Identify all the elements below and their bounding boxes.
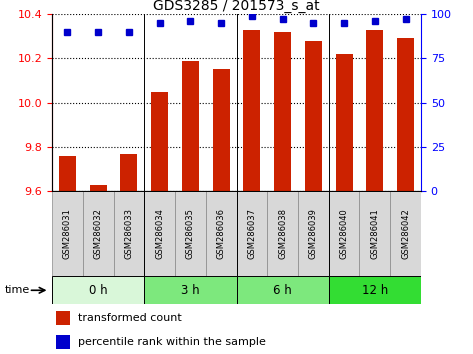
Bar xyxy=(175,191,206,276)
Text: time: time xyxy=(5,285,30,295)
Bar xyxy=(397,39,414,191)
Bar xyxy=(359,191,390,276)
Bar xyxy=(244,30,260,191)
Bar xyxy=(114,191,144,276)
Text: GSM286040: GSM286040 xyxy=(340,208,349,259)
Bar xyxy=(236,191,267,276)
Text: GSM286035: GSM286035 xyxy=(186,208,195,259)
Text: 6 h: 6 h xyxy=(273,284,292,297)
Bar xyxy=(52,191,83,276)
Text: 3 h: 3 h xyxy=(181,284,200,297)
Bar xyxy=(213,69,229,191)
Bar xyxy=(336,54,352,191)
Bar xyxy=(90,184,106,191)
Text: GSM286038: GSM286038 xyxy=(278,208,287,259)
Bar xyxy=(329,276,421,304)
Bar xyxy=(390,191,421,276)
Bar xyxy=(56,335,70,349)
Text: GSM286034: GSM286034 xyxy=(155,208,164,259)
Bar xyxy=(236,276,329,304)
Bar xyxy=(52,276,144,304)
Bar xyxy=(329,191,359,276)
Text: GSM286032: GSM286032 xyxy=(94,208,103,259)
Text: GSM286037: GSM286037 xyxy=(247,208,256,259)
Text: GSM286033: GSM286033 xyxy=(124,208,133,259)
Text: 12 h: 12 h xyxy=(362,284,388,297)
Text: transformed count: transformed count xyxy=(78,313,182,323)
Bar xyxy=(206,191,236,276)
Bar xyxy=(59,156,76,191)
Bar xyxy=(274,32,291,191)
Bar xyxy=(182,61,199,191)
Bar xyxy=(151,92,168,191)
Bar xyxy=(121,154,137,191)
Title: GDS3285 / 201573_s_at: GDS3285 / 201573_s_at xyxy=(153,0,320,13)
Bar xyxy=(83,191,114,276)
Bar xyxy=(144,191,175,276)
Bar xyxy=(56,312,70,325)
Text: GSM286042: GSM286042 xyxy=(401,208,410,259)
Text: GSM286031: GSM286031 xyxy=(63,208,72,259)
Text: 0 h: 0 h xyxy=(89,284,107,297)
Bar xyxy=(267,191,298,276)
Bar xyxy=(305,41,322,191)
Bar xyxy=(298,191,329,276)
Text: GSM286039: GSM286039 xyxy=(309,208,318,259)
Bar xyxy=(367,30,383,191)
Text: GSM286036: GSM286036 xyxy=(217,208,226,259)
Text: GSM286041: GSM286041 xyxy=(370,208,379,259)
Text: percentile rank within the sample: percentile rank within the sample xyxy=(78,337,266,347)
Bar xyxy=(144,276,236,304)
